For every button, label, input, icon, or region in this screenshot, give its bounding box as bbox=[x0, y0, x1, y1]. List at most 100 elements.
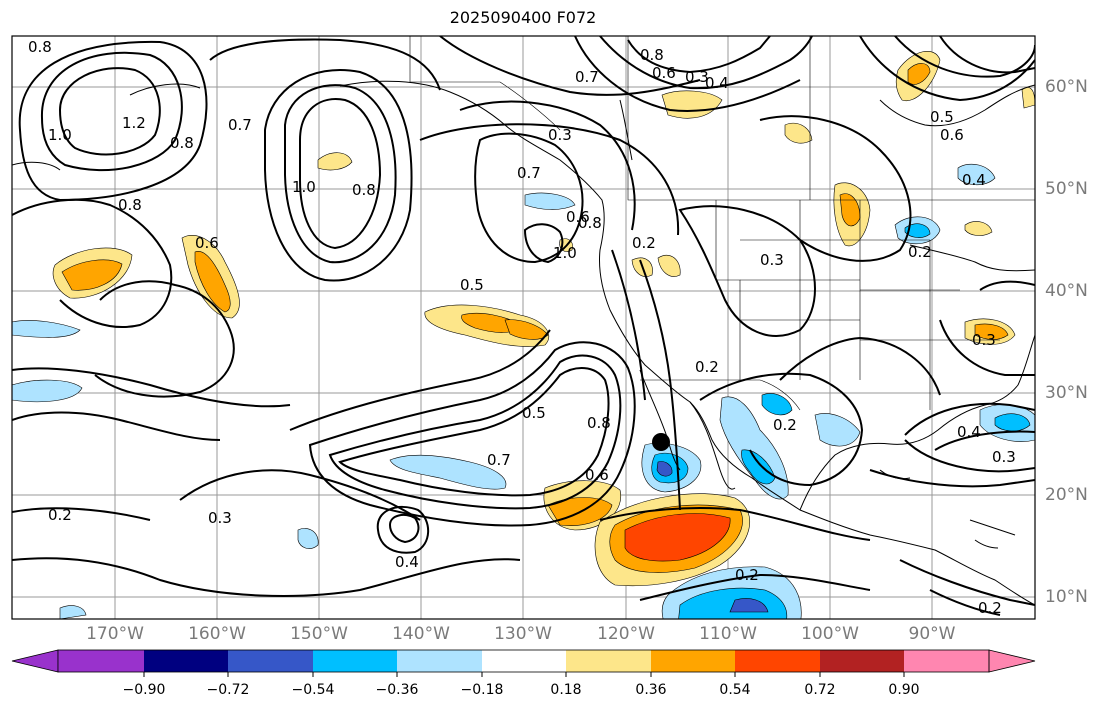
contour-label: 1.0 bbox=[553, 244, 577, 262]
contour-label: 0.5 bbox=[460, 276, 484, 294]
contour-label: 0.4 bbox=[957, 423, 981, 441]
contour-label: 0.6 bbox=[940, 126, 964, 144]
fill-coast-negative bbox=[524, 192, 576, 210]
fill-lakes-negative-core bbox=[904, 223, 931, 238]
latitude-label: 30°N bbox=[1045, 383, 1088, 403]
colorbar-tick-label: 0.18 bbox=[550, 682, 582, 698]
latitude-label: 20°N bbox=[1045, 485, 1088, 505]
latitude-label: 10°N bbox=[1045, 587, 1088, 607]
fill-hawaii-negative bbox=[297, 528, 319, 549]
colorbar-segment bbox=[58, 650, 144, 672]
contour-ring-nw bbox=[58, 67, 161, 156]
map-frame bbox=[11, 35, 1036, 620]
fill-east-positive-core bbox=[974, 323, 1009, 340]
colorbar-segment bbox=[820, 650, 904, 672]
contour-label: 0.6 bbox=[195, 234, 219, 252]
colorbar-segment bbox=[904, 650, 989, 672]
longitude-label: 120°W bbox=[597, 624, 655, 644]
colorbar-tick-label: 0.72 bbox=[804, 682, 836, 698]
contour-label: 0.2 bbox=[908, 243, 932, 261]
contour-label: 0.3 bbox=[548, 126, 572, 144]
colorbar-arrow-left bbox=[11, 649, 59, 673]
colorbar-tick-label: −0.18 bbox=[460, 682, 504, 698]
colorbar-segment bbox=[397, 650, 482, 672]
contour-label: 0.2 bbox=[978, 599, 1002, 617]
longitude-label: 100°W bbox=[801, 624, 859, 644]
colorbar-segment bbox=[144, 650, 228, 672]
colorbar-tick-label: 0.90 bbox=[888, 682, 920, 698]
contour-label: 0.8 bbox=[587, 414, 611, 432]
contour-label: 0.3 bbox=[208, 509, 232, 527]
contour-label: 0.5 bbox=[522, 404, 546, 422]
contour-bering-loop bbox=[299, 98, 382, 250]
fill-hudson-positive-core bbox=[907, 63, 931, 85]
contour-label: 1.0 bbox=[292, 178, 316, 196]
contour-label: 0.7 bbox=[228, 116, 252, 134]
contour-hawaii-ring bbox=[388, 513, 420, 544]
fill-mexico-negative-core bbox=[741, 449, 776, 485]
longitude-label: 160°W bbox=[188, 624, 246, 644]
contour-label: 0.2 bbox=[735, 566, 759, 584]
fill-pacific-positive-core bbox=[624, 513, 731, 562]
contour-label: 0.7 bbox=[575, 68, 599, 86]
contour-label: 0.6 bbox=[585, 466, 609, 484]
contour-label: 0.5 bbox=[930, 108, 954, 126]
contour-label: 1.0 bbox=[48, 126, 72, 144]
storm-position-marker bbox=[652, 433, 670, 451]
contour-label: 0.3 bbox=[760, 251, 784, 269]
contour-label: 0.2 bbox=[48, 506, 72, 524]
contour-label: 0.8 bbox=[352, 181, 376, 199]
contour-label: 0.2 bbox=[773, 416, 797, 434]
fill-small-negative-1 bbox=[59, 605, 87, 619]
fill-west2-positive-core bbox=[194, 251, 231, 313]
contour-label: 1.2 bbox=[122, 114, 146, 132]
contour-label: 0.6 bbox=[566, 208, 590, 226]
contour-label: 0.4 bbox=[395, 553, 419, 571]
contour-label: 0.4 bbox=[962, 171, 986, 189]
longitude-label: 150°W bbox=[290, 624, 348, 644]
contour-trop-loop-1 bbox=[338, 367, 610, 497]
contour-label-group: 0.8 1.0 1.2 0.8 0.7 1.0 0.8 0.6 0.8 0.6 … bbox=[28, 38, 1016, 617]
contour-label: 0.2 bbox=[695, 358, 719, 376]
fill-canada-negative bbox=[957, 163, 996, 186]
colorbar-segment bbox=[651, 650, 735, 672]
colorbar-tick-label: −0.72 bbox=[206, 682, 250, 698]
fill-texas-negative bbox=[761, 393, 793, 416]
colorbar-segment bbox=[228, 650, 313, 672]
colorbar-arrow-right bbox=[988, 649, 1036, 673]
contour-label: 0.2 bbox=[632, 234, 656, 252]
contour-label: 0.7 bbox=[487, 451, 511, 469]
fill-canada-positive bbox=[784, 122, 813, 144]
longitude-label: 140°W bbox=[392, 624, 450, 644]
fill-west-positive-core bbox=[61, 259, 123, 291]
contour-label: 0.8 bbox=[118, 196, 142, 214]
fill-bering-positive bbox=[317, 152, 353, 171]
contour-label: 0.3 bbox=[972, 331, 996, 349]
latitude-label: 40°N bbox=[1045, 281, 1088, 301]
colorbar-tick-label: −0.36 bbox=[375, 682, 419, 698]
colorbar-tick-label: 0.36 bbox=[635, 682, 667, 698]
fill-south-negative-deep bbox=[729, 598, 769, 613]
fill-midpac-positive-core bbox=[461, 312, 523, 333]
fill-west2-negative bbox=[12, 379, 83, 403]
fill-nw2-positive bbox=[657, 254, 681, 277]
fill-quebec-positive bbox=[964, 221, 993, 236]
colorbar-segment bbox=[566, 650, 651, 672]
positive-anomaly-fills bbox=[52, 51, 1035, 587]
longitude-label: 110°W bbox=[699, 624, 757, 644]
contour-label: 0.8 bbox=[170, 134, 194, 152]
longitude-label: 170°W bbox=[86, 624, 144, 644]
contour-label: 0.4 bbox=[705, 74, 729, 92]
contour-label: 0.3 bbox=[685, 68, 709, 86]
contour-label: 0.7 bbox=[517, 164, 541, 182]
negative-anomaly-fills bbox=[12, 163, 1035, 619]
colorbar-segment bbox=[313, 650, 397, 672]
fill-gulf-negative bbox=[814, 413, 861, 447]
contour-label: 0.8 bbox=[640, 46, 664, 64]
chart-title: 2025090400 F072 bbox=[449, 8, 597, 27]
contour-label: 0.6 bbox=[652, 64, 676, 82]
contour-lines bbox=[12, 36, 1035, 616]
latitude-label: 60°N bbox=[1045, 77, 1088, 97]
colorbar-tick-label: −0.90 bbox=[122, 682, 166, 698]
